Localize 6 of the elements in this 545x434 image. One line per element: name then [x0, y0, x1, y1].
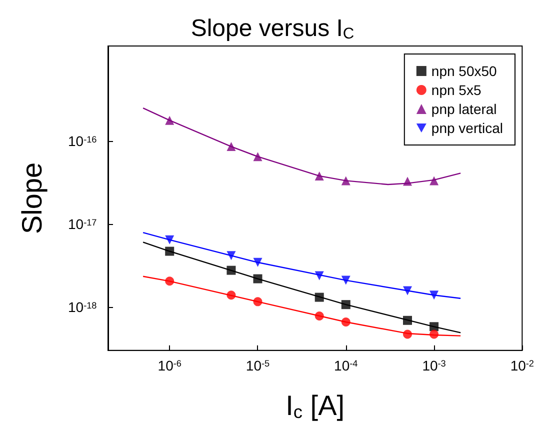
y-axis-title: Slope	[16, 162, 48, 234]
legend-label: pnp vertical	[431, 120, 503, 136]
chart-title: Slope versus IC	[190, 14, 354, 42]
legend-label: npn 50x50	[431, 63, 498, 79]
legend-label: pnp lateral	[431, 101, 497, 117]
legend-label: npn 5x5	[431, 82, 482, 98]
